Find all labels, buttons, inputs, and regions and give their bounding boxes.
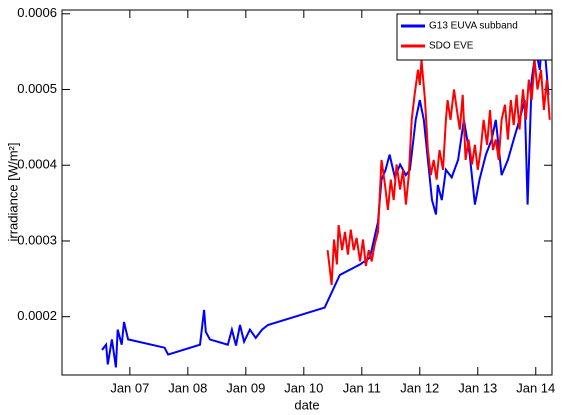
legend-label: SDO EVE xyxy=(429,41,474,52)
y-axis-label: irradiance [W/m²] xyxy=(5,143,20,242)
x-tick-label: Jan 12 xyxy=(400,380,439,395)
plot-frame xyxy=(61,9,553,376)
data-line xyxy=(101,29,550,368)
legend-label: G13 EUVA subband xyxy=(429,21,518,32)
legend-box xyxy=(396,13,553,61)
x-tick-label: Jan 09 xyxy=(226,380,265,395)
y-tick-label: 0.0005 xyxy=(17,81,57,96)
x-tick-label: Jan 10 xyxy=(284,380,323,395)
x-tick-label: Jan 11 xyxy=(343,380,381,395)
x-axis-label: date xyxy=(294,397,319,412)
x-tick-label: Jan 13 xyxy=(458,380,497,395)
y-tick-label: 0.0004 xyxy=(17,157,57,172)
y-tick-label: 0.0003 xyxy=(17,232,57,247)
y-tick-label: 0.0002 xyxy=(17,308,57,323)
x-tick-label: Jan 07 xyxy=(110,380,149,395)
y-tick-label: 0.0006 xyxy=(17,5,57,20)
x-tick-label: Jan 14 xyxy=(516,380,555,395)
data-line xyxy=(326,59,551,286)
x-tick-label: Jan 08 xyxy=(168,380,207,395)
